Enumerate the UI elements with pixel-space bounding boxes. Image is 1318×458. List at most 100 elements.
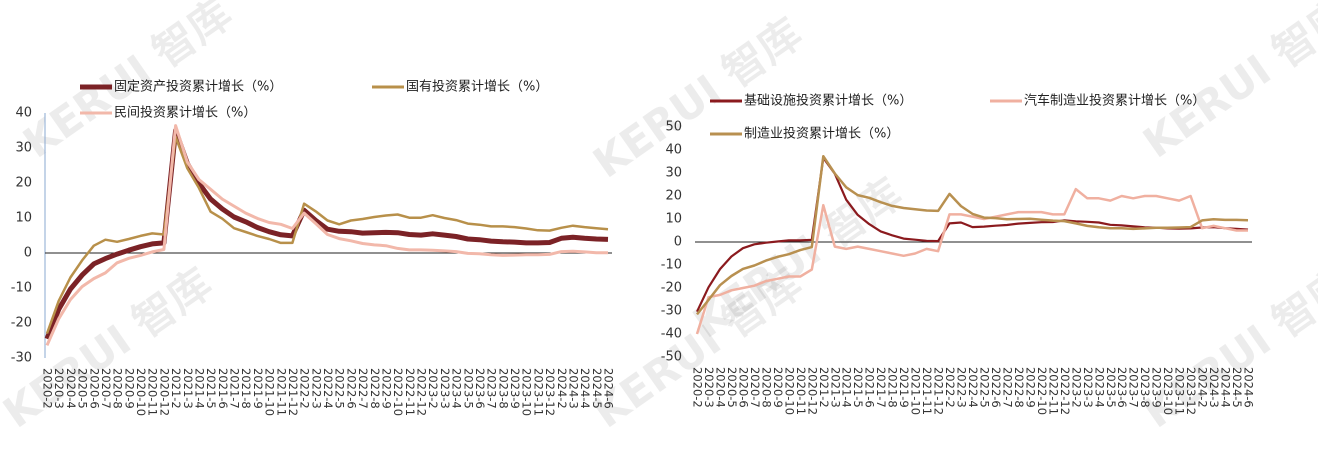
watermark: KERUI 智库 bbox=[684, 169, 910, 348]
series-line bbox=[44, 128, 609, 340]
x-tick-label: 2020-2 bbox=[41, 368, 55, 409]
x-tick-label: 2023-7 bbox=[1127, 367, 1141, 408]
x-tick-label: 2022-4 bbox=[321, 368, 335, 409]
x-tick-label: 2022-8 bbox=[1012, 367, 1026, 408]
x-tick-label: 2024-2 bbox=[1196, 367, 1210, 408]
x-tick-label: 2020-9 bbox=[122, 368, 136, 409]
x-tick-label: 2023-9 bbox=[1150, 367, 1164, 408]
x-tick-label: 2020-9 bbox=[771, 367, 785, 408]
x-tick-label: 2022-2 bbox=[943, 367, 957, 408]
x-tick-label: 2020-4 bbox=[713, 367, 727, 408]
x-tick-label: 2020-4 bbox=[64, 368, 78, 409]
y-tick-label: -30 bbox=[11, 351, 32, 366]
x-tick-label: 2021-4 bbox=[840, 367, 854, 408]
x-tick-label: 2020-12 bbox=[157, 368, 171, 416]
x-tick-label: 2023-5 bbox=[461, 368, 475, 409]
x-tick-label: 2024-3 bbox=[1207, 367, 1221, 408]
x-tick-label: 2020-6 bbox=[87, 368, 101, 409]
y-tick-label: -30 bbox=[661, 304, 682, 319]
x-tick-label: 2020-7 bbox=[99, 368, 113, 409]
x-tick-label: 2023-7 bbox=[485, 368, 499, 409]
x-tick-label: 2021-10 bbox=[263, 368, 277, 416]
watermark: KERUI 智库 bbox=[0, 259, 221, 438]
x-tick-label: 2021-3 bbox=[181, 368, 195, 409]
x-tick-label: 2022-5 bbox=[977, 367, 991, 408]
x-tick-label: 2023-2 bbox=[1069, 367, 1083, 408]
x-tick-label: 2021-7 bbox=[228, 368, 242, 409]
series-line bbox=[45, 124, 608, 347]
x-tick-label: 2023-12 bbox=[543, 368, 557, 416]
y-tick-label: -20 bbox=[661, 281, 682, 296]
watermark: KERUI 智库 bbox=[1134, 0, 1318, 168]
x-tick-label: 2021-10 bbox=[909, 367, 923, 415]
legend-label: 制造业投资累计增长（%） bbox=[744, 126, 899, 142]
y-tick-label: 30 bbox=[15, 141, 32, 156]
x-tick-label: 2022-8 bbox=[368, 368, 382, 409]
x-tick-label: 2022-3 bbox=[955, 367, 969, 408]
x-tick-label: 2023-2 bbox=[426, 368, 440, 409]
x-tick-label: 2021-5 bbox=[851, 367, 865, 408]
y-tick-label: 0 bbox=[674, 235, 682, 250]
y-tick-label: 0 bbox=[24, 246, 32, 261]
x-tick-label: 2021-4 bbox=[192, 368, 206, 409]
x-tick-label: 2023-9 bbox=[508, 368, 522, 409]
legend-label: 固定资产投资累计增长（%） bbox=[114, 79, 282, 95]
x-tick-label: 2020-11 bbox=[146, 368, 160, 416]
x-tick-label: 2024-5 bbox=[590, 368, 604, 409]
x-tick-label: 2023-8 bbox=[1138, 367, 1152, 408]
y-tick-label: 40 bbox=[665, 143, 682, 158]
legend-label: 汽车制造业投资累计增长（%） bbox=[1024, 93, 1205, 109]
x-tick-label: 2020-3 bbox=[702, 367, 716, 408]
x-tick-label: 2020-10 bbox=[782, 367, 796, 415]
x-tick-label: 2021-8 bbox=[239, 368, 253, 409]
x-tick-label: 2024-3 bbox=[566, 368, 580, 409]
x-tick-label: 2023-10 bbox=[1161, 367, 1175, 415]
x-tick-label: 2024-6 bbox=[1242, 367, 1256, 408]
x-tick-label: 2023-10 bbox=[520, 368, 534, 416]
y-tick-label: -40 bbox=[661, 327, 682, 342]
x-tick-label: 2022-5 bbox=[333, 368, 347, 409]
series-line bbox=[696, 154, 1249, 316]
x-tick-label: 2021-11 bbox=[274, 368, 288, 416]
x-tick-label: 2024-4 bbox=[578, 368, 592, 409]
x-tick-label: 2024-5 bbox=[1230, 367, 1244, 408]
x-tick-label: 2021-2 bbox=[169, 368, 183, 409]
x-tick-label: 2023-3 bbox=[1081, 367, 1095, 408]
x-tick-label: 2021-6 bbox=[863, 367, 877, 408]
x-tick-label: 2024-6 bbox=[602, 368, 616, 409]
y-tick-label: 10 bbox=[665, 212, 682, 227]
x-tick-label: 2020-2 bbox=[691, 367, 705, 408]
x-tick-label: 2020-12 bbox=[805, 367, 819, 415]
x-tick-label: 2021-9 bbox=[251, 368, 265, 409]
y-tick-label: 20 bbox=[665, 189, 682, 204]
x-tick-label: 2023-8 bbox=[496, 368, 510, 409]
x-tick-label: 2022-6 bbox=[344, 368, 358, 409]
series-line bbox=[695, 187, 1248, 335]
x-tick-label: 2023-11 bbox=[1173, 367, 1187, 415]
x-tick-label: 2022-12 bbox=[1058, 367, 1072, 415]
series-line bbox=[45, 135, 609, 334]
x-tick-label: 2021-2 bbox=[817, 367, 831, 408]
x-tick-label: 2023-6 bbox=[473, 368, 487, 409]
x-tick-label: 2020-10 bbox=[134, 368, 148, 416]
x-tick-label: 2022-6 bbox=[989, 367, 1003, 408]
y-tick-label: 30 bbox=[665, 166, 682, 181]
y-tick-label: -10 bbox=[661, 258, 682, 273]
x-tick-label: 2021-7 bbox=[874, 367, 888, 408]
y-tick-label: -20 bbox=[11, 316, 32, 331]
x-tick-label: 2023-4 bbox=[450, 368, 464, 409]
x-tick-label: 2024-2 bbox=[555, 368, 569, 409]
x-tick-label: 2023-3 bbox=[438, 368, 452, 409]
y-tick-label: -10 bbox=[11, 281, 32, 296]
x-tick-label: 2021-9 bbox=[897, 367, 911, 408]
x-tick-label: 2020-7 bbox=[748, 367, 762, 408]
y-tick-label: 50 bbox=[665, 120, 682, 135]
legend-label: 国有投资累计增长（%） bbox=[406, 79, 548, 95]
x-tick-label: 2020-8 bbox=[111, 368, 125, 409]
x-tick-label: 2020-5 bbox=[76, 368, 90, 409]
x-tick-label: 2023-12 bbox=[1184, 367, 1198, 415]
x-tick-label: 2022-10 bbox=[1035, 367, 1049, 415]
x-tick-label: 2020-3 bbox=[52, 368, 66, 409]
x-tick-label: 2021-5 bbox=[204, 368, 218, 409]
